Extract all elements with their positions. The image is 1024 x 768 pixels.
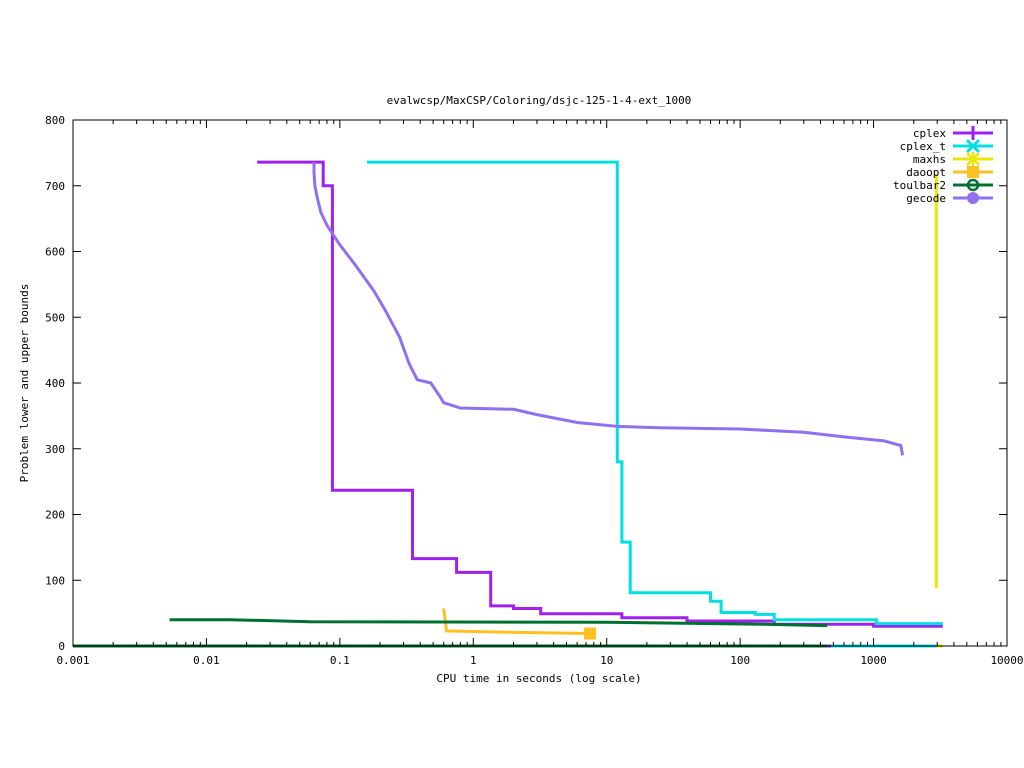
legend-marker-cplex	[966, 126, 980, 140]
y-tick-label: 200	[45, 509, 65, 522]
legend-label-gecode: gecode	[906, 192, 946, 205]
legend-marker-gecode	[967, 192, 979, 204]
x-tick-label: 0.001	[56, 654, 89, 667]
x-tick-label: 1	[470, 654, 477, 667]
x-tick-label: 10	[600, 654, 613, 667]
series-gecode-upper-line	[312, 162, 905, 456]
x-tick-label: 0.1	[330, 654, 350, 667]
legend-marker-maxhs	[966, 152, 980, 166]
legend-label-toulbar2: toulbar2	[893, 179, 946, 192]
y-tick-label: 500	[45, 311, 65, 324]
legend-label-cplex: cplex	[913, 127, 946, 140]
legend-marker-daoopt	[967, 166, 979, 178]
y-tick-label: 400	[45, 377, 65, 390]
y-tick-label: 300	[45, 443, 65, 456]
x-tick-label: 100	[730, 654, 750, 667]
plot-border	[72, 119, 1008, 647]
legend-marker-toulbar2	[966, 178, 980, 192]
x-axis-label: CPU time in seconds (log scale)	[436, 672, 641, 685]
y-tick-label: 0	[58, 640, 65, 653]
x-tick-label: 10000	[990, 654, 1023, 667]
x-tick-label: 0.01	[193, 654, 220, 667]
y-tick-label: 800	[45, 114, 65, 127]
y-axis-label: Problem lower and upper bounds	[18, 284, 31, 483]
series-daoopt-marker	[584, 627, 597, 640]
chart-title: evalwcsp/MaxCSP/Coloring/dsjc-125-1-4-ex…	[387, 94, 692, 107]
x-tick-label: 1000	[860, 654, 887, 667]
series-toulbar2-upper-line	[169, 618, 828, 628]
axes-layer: 0 100 200 300 400 500 600 700 800 0.001 0.01 0.1 1 10…	[45, 114, 1023, 667]
y-tick-label: 700	[45, 180, 65, 193]
y-tick-label: 600	[45, 246, 65, 259]
series-cplex-t-upper-line	[367, 160, 943, 626]
series-daoopt-upper-line	[442, 608, 591, 635]
series-layer	[73, 160, 943, 648]
legend-marker-cplex-t	[965, 138, 981, 154]
legend-label-daoopt: daoopt	[906, 166, 946, 179]
legend-label-maxhs: maxhs	[913, 153, 946, 166]
series-cplex-upper-line	[257, 160, 943, 628]
legend-label-cplex-t: cplex_t	[900, 140, 946, 153]
y-tick-label: 100	[45, 574, 65, 587]
